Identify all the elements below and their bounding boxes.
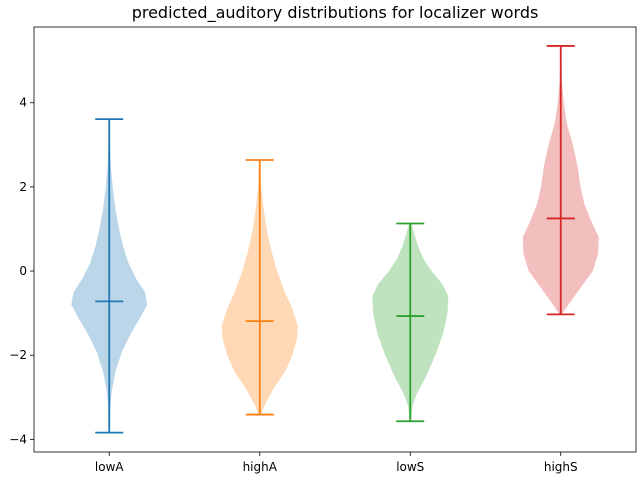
x-tick-label: highS — [544, 460, 578, 474]
y-tick-label: −2 — [9, 348, 27, 362]
x-tick-label: lowA — [95, 460, 124, 474]
y-axis: −4 −2 0 2 4 — [9, 96, 34, 446]
y-tick-label: 2 — [19, 180, 27, 194]
violin-stat-lines — [95, 45, 575, 434]
x-axis: lowA highA lowS highS — [95, 452, 578, 474]
violin-bodies — [71, 45, 599, 433]
y-tick-label: −4 — [9, 432, 27, 446]
x-tick-label: highA — [243, 460, 278, 474]
x-tick-label: lowS — [396, 460, 424, 474]
y-tick-label: 0 — [19, 264, 27, 278]
y-tick-label: 4 — [19, 96, 27, 110]
plot-frame — [33, 26, 637, 453]
chart-title: predicted_auditory distributions for loc… — [132, 3, 539, 23]
